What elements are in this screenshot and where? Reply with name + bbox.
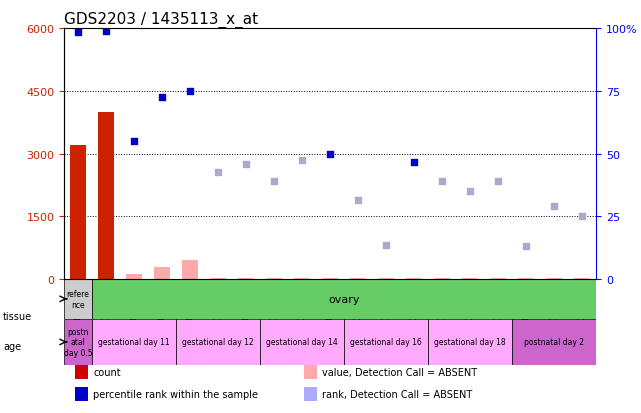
Bar (75, 366, 88, 379)
Text: gestational day 18: gestational day 18 (435, 337, 506, 347)
Bar (260, 319, 344, 366)
Point (213, 170, 223, 176)
Bar (267, 279, 282, 280)
Bar (294, 279, 310, 280)
Text: age: age (3, 341, 21, 351)
Bar (519, 279, 534, 280)
Text: gestational day 11: gestational day 11 (98, 337, 170, 347)
Point (297, 157, 307, 164)
Bar (92, 319, 176, 366)
Bar (183, 261, 198, 280)
Point (549, 203, 559, 210)
Point (409, 159, 419, 166)
Bar (64, 319, 92, 366)
Text: postnatal day 2: postnatal day 2 (524, 337, 584, 347)
Text: refere
nce: refere nce (67, 290, 90, 309)
Bar (512, 319, 596, 366)
Bar (435, 279, 450, 280)
Bar (378, 279, 394, 280)
Point (73, 30, 83, 36)
Point (353, 197, 363, 204)
Bar (406, 279, 422, 280)
Point (465, 188, 475, 195)
Text: GDS2203 / 1435113_x_at: GDS2203 / 1435113_x_at (64, 12, 258, 28)
Bar (546, 279, 562, 280)
Text: gestational day 16: gestational day 16 (350, 337, 422, 347)
Bar (462, 279, 478, 280)
Point (101, 29, 112, 36)
Bar (75, 387, 88, 401)
Point (129, 138, 139, 145)
Text: value, Detection Call = ABSENT: value, Detection Call = ABSENT (322, 368, 478, 377)
Point (437, 178, 447, 185)
Bar (238, 279, 254, 280)
Bar (574, 279, 590, 280)
Bar (71, 146, 86, 280)
Bar (64, 280, 92, 319)
Text: count: count (94, 368, 121, 377)
Text: postn
atal
day 0.5: postn atal day 0.5 (64, 327, 92, 357)
Point (241, 161, 251, 168)
Text: gestational day 12: gestational day 12 (182, 337, 254, 347)
Bar (322, 279, 338, 280)
Point (381, 242, 391, 249)
Bar (490, 279, 506, 280)
Point (185, 88, 196, 95)
Bar (304, 387, 317, 401)
Text: rank, Detection Call = ABSENT: rank, Detection Call = ABSENT (322, 389, 472, 399)
Text: gestational day 14: gestational day 14 (266, 337, 338, 347)
Bar (154, 268, 170, 280)
Point (577, 214, 587, 220)
Bar (99, 112, 114, 280)
Text: ovary: ovary (328, 294, 360, 304)
Text: percentile rank within the sample: percentile rank within the sample (94, 389, 258, 399)
Point (325, 152, 335, 158)
Point (521, 243, 531, 250)
Bar (351, 279, 366, 280)
Bar (428, 319, 512, 366)
Bar (176, 319, 260, 366)
Bar (126, 275, 142, 280)
Point (493, 178, 503, 185)
Bar (210, 279, 226, 280)
Bar (344, 319, 428, 366)
Bar (304, 366, 317, 379)
Text: tissue: tissue (3, 311, 32, 321)
Point (269, 178, 279, 185)
Point (157, 95, 167, 101)
